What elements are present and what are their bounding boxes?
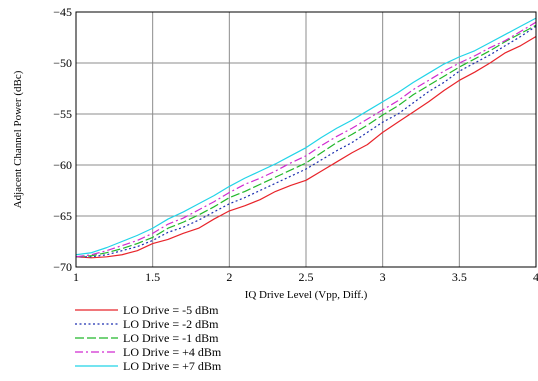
y-axis-label: Adjacent Channel Power (dBc): [12, 70, 24, 208]
x-axis-label: IQ Drive Level (Vpp, Diff.): [245, 289, 368, 301]
legend-label: LO Drive = -2 dBm: [123, 317, 219, 331]
series-line-1: [75, 35, 537, 259]
x-tick-label: 1.5: [145, 270, 160, 284]
series-line-5: [75, 17, 537, 256]
y-tick-label: −65: [53, 209, 72, 223]
series-line-4: [75, 21, 537, 258]
x-tick-label: 3.5: [452, 270, 467, 284]
legend-label: LO Drive = -1 dBm: [123, 331, 219, 345]
x-tick-label: 1: [73, 270, 79, 284]
y-tick-label: −70: [53, 260, 72, 274]
series-layer: [75, 17, 537, 259]
legend-label: LO Drive = -5 dBm: [123, 303, 219, 317]
plot-frame: [75, 11, 537, 268]
y-tick-labels: −70 −65 −60 −55 −50 −45: [53, 5, 72, 274]
x-tick-label: 2: [226, 270, 232, 284]
x-tick-label: 3: [380, 270, 386, 284]
y-tick-label: −45: [53, 5, 72, 19]
series-line-3: [75, 24, 537, 258]
x-tick-label: 2.5: [299, 270, 314, 284]
x-tick-labels: 1 1.5 2 2.5 3 3.5 4: [73, 270, 538, 284]
y-tick-label: −60: [53, 158, 72, 172]
legend-label: LO Drive = +7 dBm: [123, 359, 222, 373]
x-tick-label: 4: [533, 270, 538, 284]
y-tick-label: −50: [53, 56, 72, 70]
legend-label: LO Drive = +4 dBm: [123, 345, 222, 359]
y-tick-label: −55: [53, 107, 72, 121]
series-line-2: [76, 25, 537, 258]
